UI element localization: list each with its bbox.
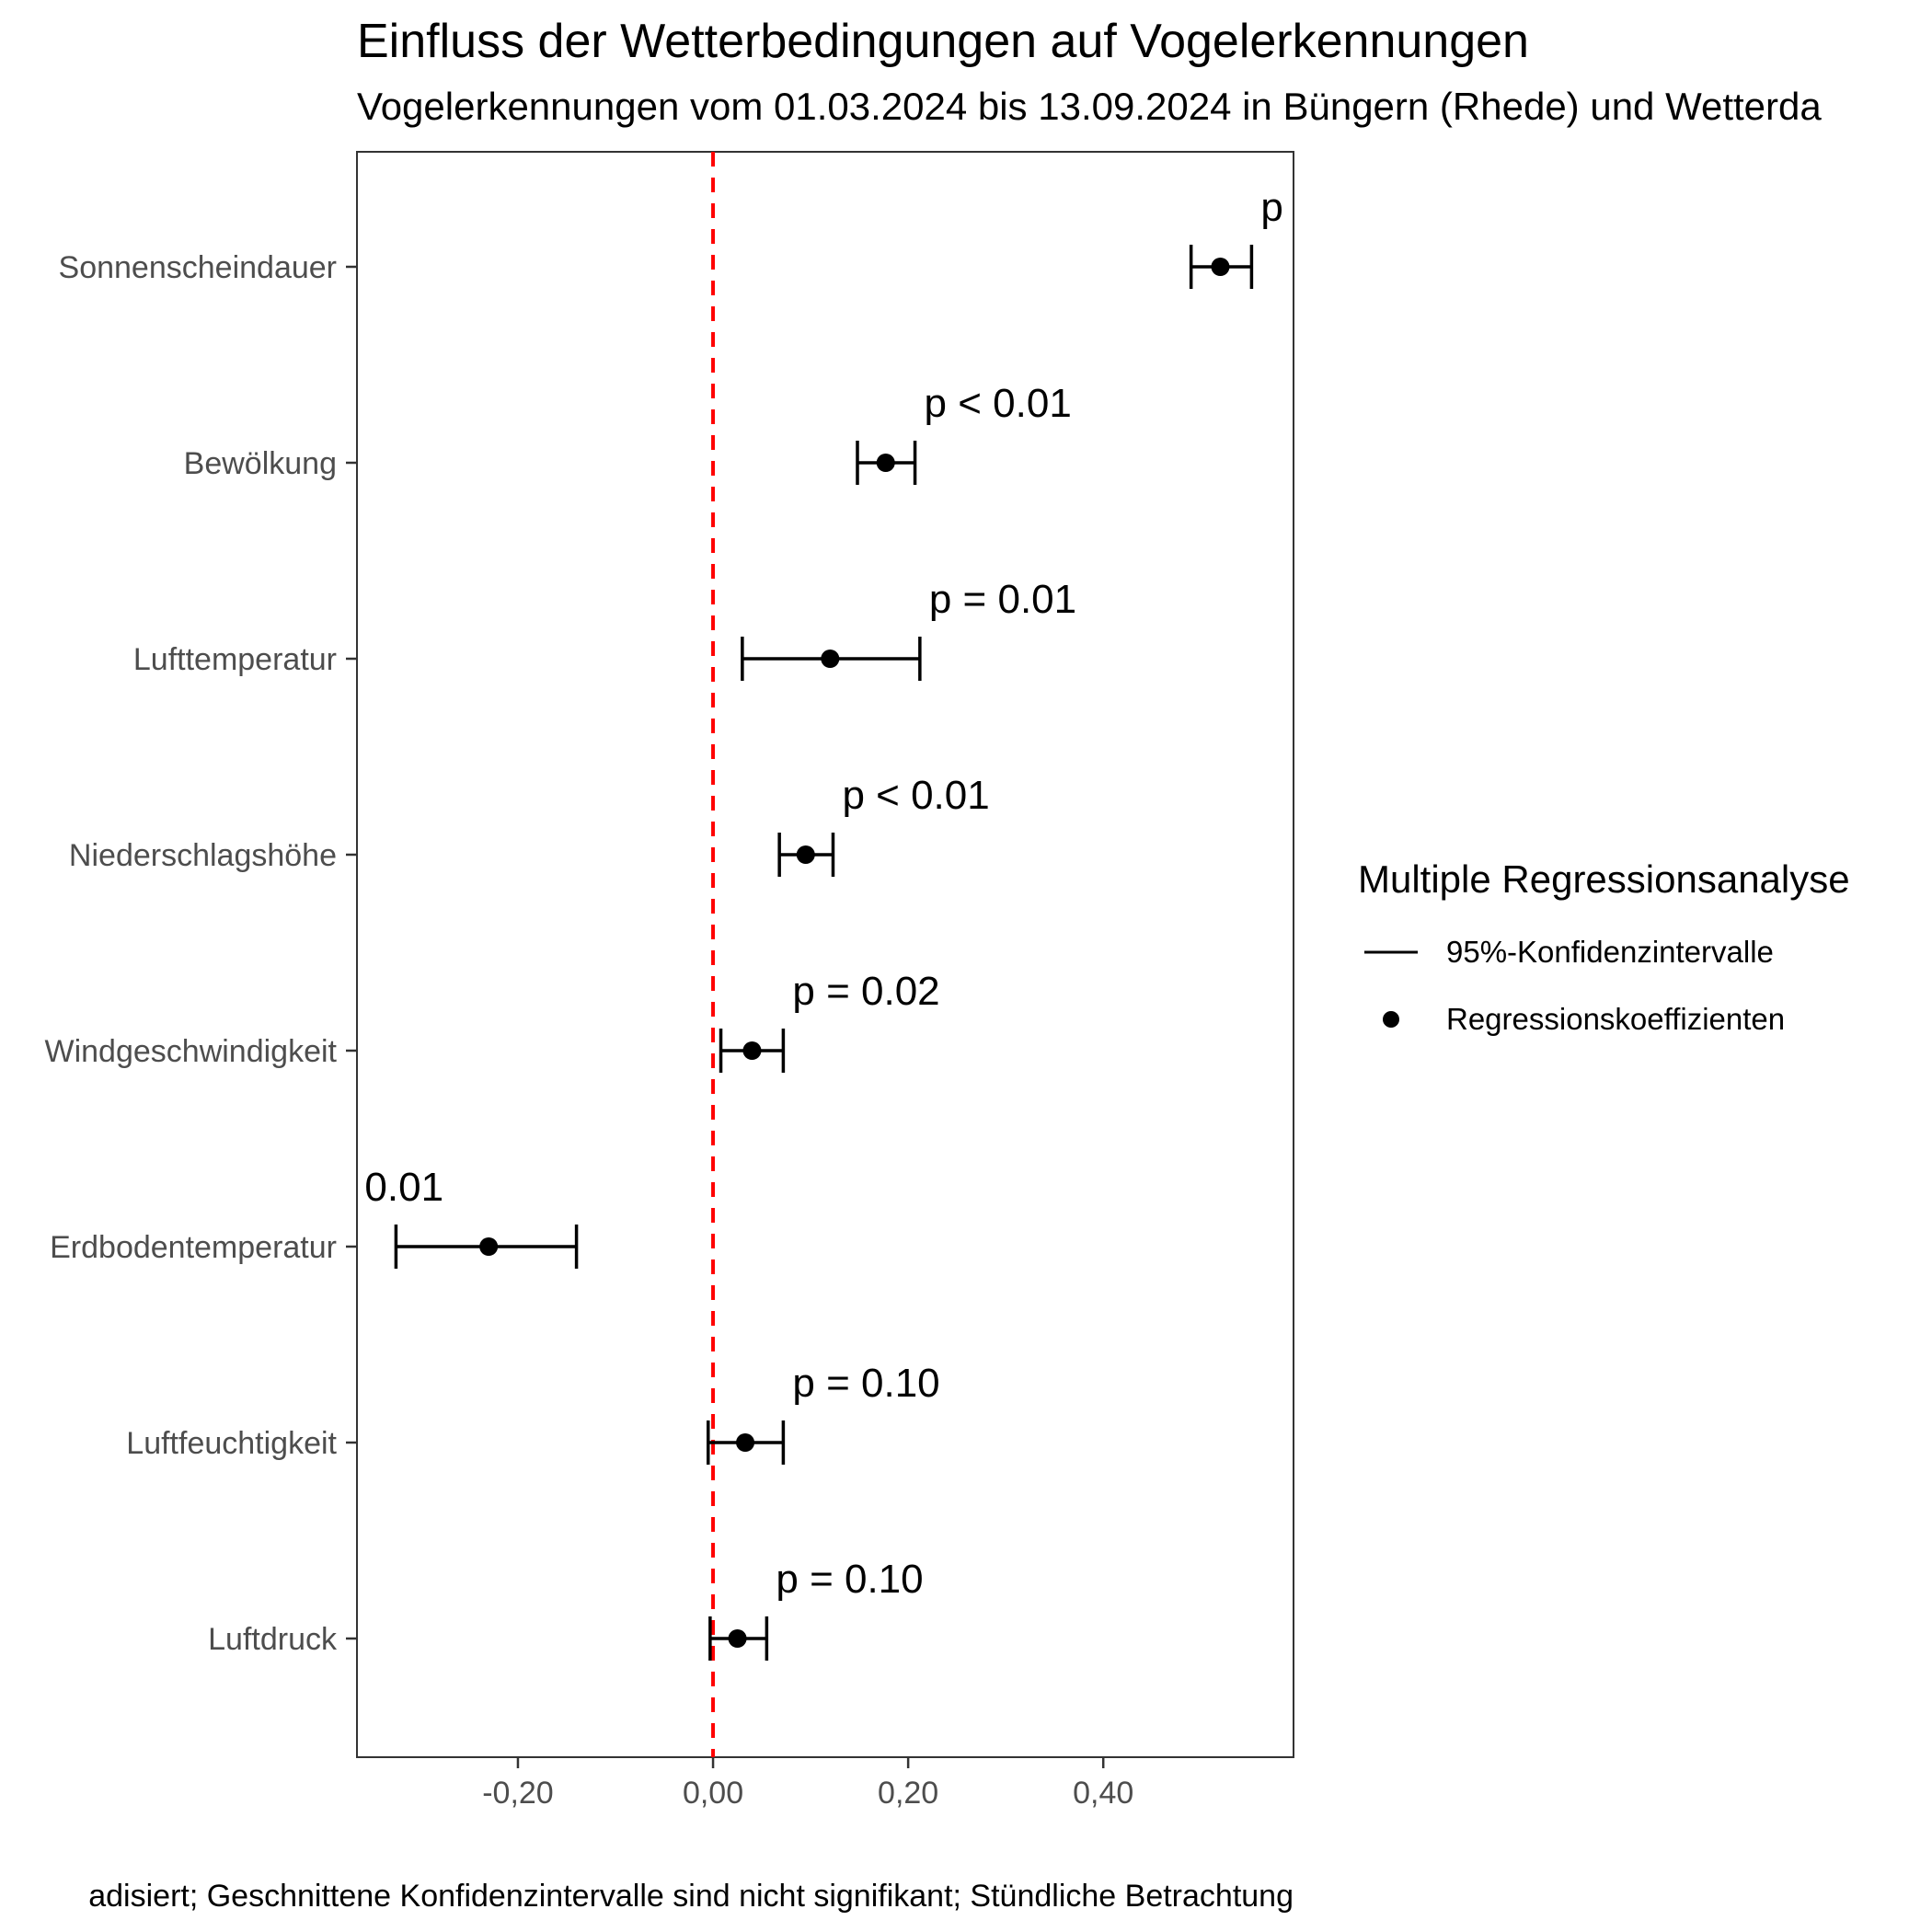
coefficient-point [876, 454, 895, 472]
coefficient-point [742, 1041, 762, 1060]
x-tick-label: -0,20 [482, 1776, 554, 1811]
x-axis: -0,20 0,00 0,20 0,40 [482, 1757, 1133, 1811]
legend-point-symbol [1383, 1011, 1399, 1028]
x-tick-label: 0,40 [1073, 1776, 1133, 1811]
category-label: Luftdruck [208, 1622, 338, 1657]
p-value-label: p = 0.10 [792, 1361, 939, 1406]
p-value-label: p < 0.01 [842, 773, 989, 818]
chart-subtitle: Vogelerkennungen vom 01.03.2024 bis 13.0… [357, 85, 1822, 128]
coefficient-point [796, 845, 815, 864]
legend-title: Multiple Regressionsanalyse [1358, 857, 1850, 901]
category-label: Bewölkung [184, 446, 337, 481]
category-label: Sonnenscheindauer [59, 250, 337, 285]
coefficient-point [728, 1629, 747, 1648]
category-label: Lufttemperatur [133, 642, 337, 677]
p-value-label: p [1260, 185, 1282, 230]
category-label: Erdbodentemperatur [50, 1230, 337, 1265]
p-value-label: p = 0.02 [792, 969, 939, 1014]
x-tick-label: 0,20 [878, 1776, 938, 1811]
category-label: Windgeschwindigkeit [45, 1034, 338, 1069]
p-value-label: 0.01 [364, 1165, 443, 1210]
chart-caption: adisiert; Geschnittene Konfidenzinterval… [88, 1879, 1294, 1914]
y-axis: Sonnenscheindauer Bewölkung Lufttemperatur… [45, 250, 357, 1657]
legend-label-coef: Regressionskoeffizienten [1446, 1002, 1785, 1036]
chart-title: Einfluss der Wetterbedingungen auf Vogel… [357, 15, 1529, 68]
plot-layer: p p < 0.01 p = 0.01 p < 0.01 p = 0.02 0.01 p =… [364, 152, 1283, 1757]
coefficient-point [479, 1237, 499, 1256]
coefficient-point [1211, 258, 1230, 276]
p-value-label: p = 0.10 [776, 1557, 923, 1602]
legend: Multiple Regressionsanalyse 95%-Konfiden… [1358, 857, 1850, 1036]
p-value-label: p = 0.01 [929, 577, 1076, 622]
x-tick-label: 0,00 [683, 1776, 743, 1811]
legend-label-ci: 95%-Konfidenzintervalle [1446, 935, 1774, 969]
p-value-label: p < 0.01 [925, 381, 1072, 426]
panel-border [356, 151, 1294, 1758]
category-label: Luftfeuchtigkeit [126, 1426, 337, 1461]
coefficient-point [736, 1433, 755, 1452]
category-label: Niederschlagshöhe [69, 838, 337, 873]
coefficient-point [821, 650, 840, 668]
